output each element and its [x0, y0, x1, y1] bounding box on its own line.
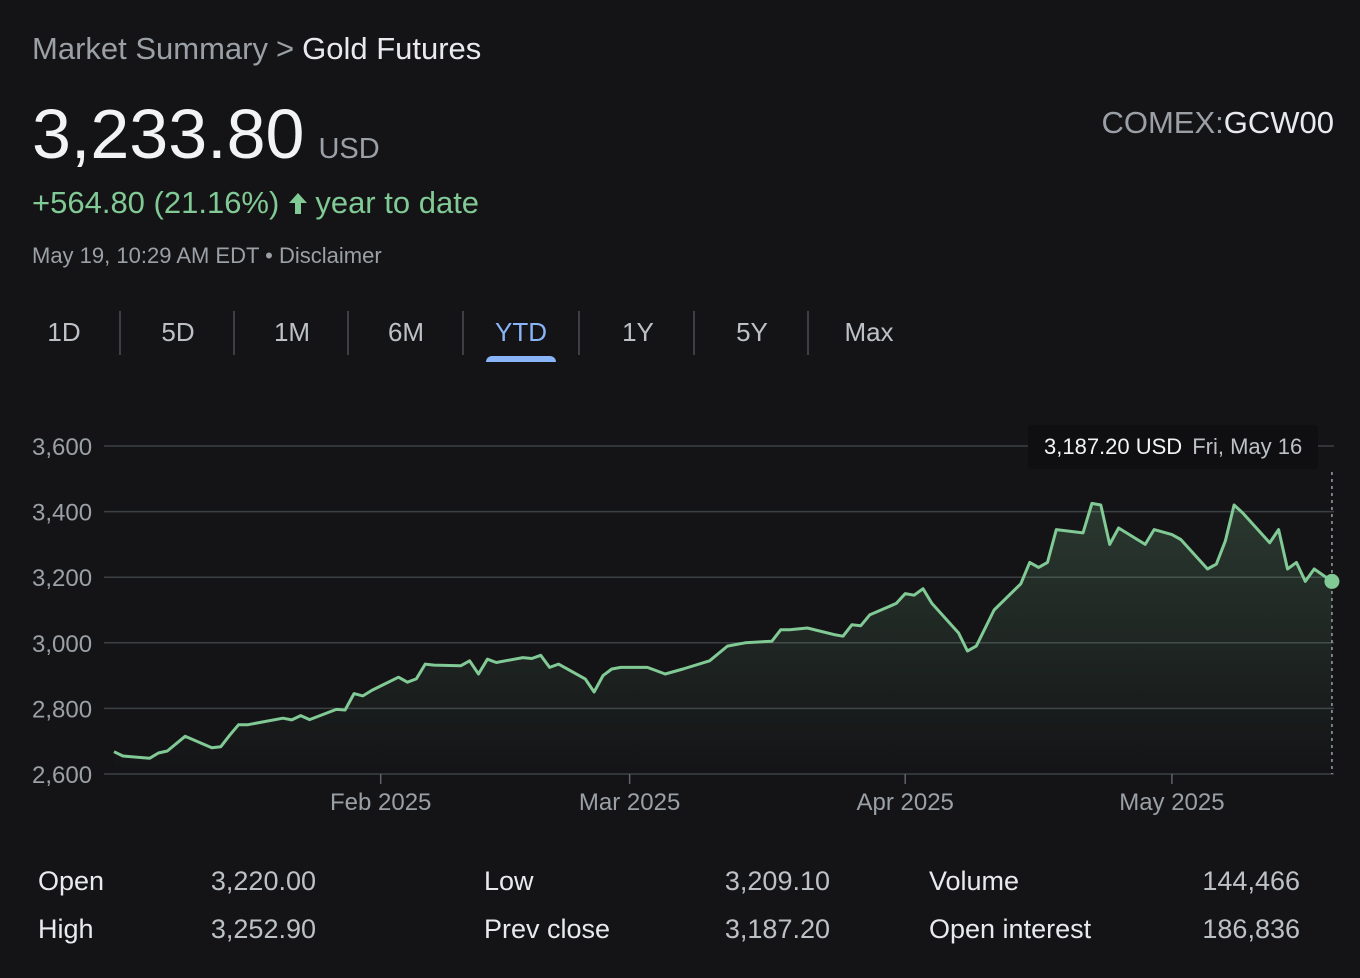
- price-area-fill: [114, 503, 1332, 774]
- tab-divider: [693, 311, 695, 355]
- tab-5y[interactable]: 5Y: [736, 317, 768, 347]
- chart-tooltip: 3,187.20 USD Fri, May 16: [1028, 425, 1319, 469]
- tab-divider: [462, 311, 464, 355]
- hover-point-marker: [1324, 573, 1340, 589]
- price-change: +564.80 (21.16%) year to date: [32, 184, 479, 224]
- breadcrumb-current: Gold Futures: [302, 31, 482, 66]
- stat-label-open: Open: [38, 866, 105, 896]
- stat-value-high: 3,252.90: [210, 914, 316, 944]
- tab-1d[interactable]: 1D: [47, 317, 81, 347]
- timestamp-text: May 19, 10:29 AM EDT: [32, 243, 260, 268]
- tab-divider: [233, 311, 235, 355]
- stat-label-prev-close: Prev close: [484, 914, 611, 944]
- stat-label-open-interest: Open interest: [929, 914, 1092, 944]
- change-value: +564.80 (21.16%): [32, 185, 280, 220]
- y-tick-label: 2,600: [32, 762, 92, 789]
- active-tab-indicator: [486, 356, 556, 362]
- y-tick-label: 3,000: [32, 631, 92, 658]
- breadcrumb: Market Summary > Gold Futures: [32, 30, 481, 68]
- timestamp-dot: •: [265, 243, 273, 268]
- x-tick-label: May 2025: [1119, 789, 1224, 816]
- tooltip-price: 3,187.20 USD: [1044, 434, 1183, 459]
- tab-divider: [119, 311, 121, 355]
- tab-divider: [807, 311, 809, 355]
- tab-1m[interactable]: 1M: [273, 317, 311, 347]
- tab-max[interactable]: Max: [844, 317, 894, 347]
- y-tick-label: 3,200: [32, 565, 92, 592]
- change-period: year to date: [315, 185, 480, 220]
- stat-label-low: Low: [484, 866, 534, 896]
- stat-value-open: 3,220.00: [210, 866, 316, 896]
- tab-divider: [578, 311, 580, 355]
- tooltip-date: Fri, May 16: [1192, 434, 1303, 459]
- breadcrumb-parent-link[interactable]: Market Summary: [32, 31, 268, 66]
- tab-1y[interactable]: 1Y: [622, 317, 654, 347]
- x-tick-label: Mar 2025: [579, 789, 680, 816]
- y-tick-label: 2,800: [32, 696, 92, 723]
- x-tick-label: Apr 2025: [857, 789, 954, 816]
- symbol-label: GCW00: [1223, 105, 1334, 140]
- tab-ytd-label: YTD: [495, 317, 547, 347]
- range-tabs: 1D 5D 1M 6M YTD 1Y 5Y Max: [0, 308, 920, 366]
- disclaimer-link[interactable]: Disclaimer: [279, 243, 382, 268]
- tab-6m[interactable]: 6M: [387, 317, 425, 347]
- breadcrumb-separator: >: [275, 31, 295, 66]
- ticker-symbol: COMEX:GCW00: [1101, 104, 1334, 142]
- exchange-label: COMEX:: [1101, 105, 1224, 140]
- x-tick-label: Feb 2025: [330, 789, 431, 816]
- tab-5d[interactable]: 5D: [161, 317, 195, 347]
- y-tick-label: 3,600: [32, 434, 92, 461]
- tab-divider: [347, 311, 349, 355]
- arrow-up-icon: [287, 186, 309, 224]
- currency-label: USD: [318, 133, 380, 165]
- y-tick-label: 3,400: [32, 500, 92, 527]
- quote-timestamp: May 19, 10:29 AM EDT • Disclaimer: [32, 242, 382, 270]
- stat-value-open-interest: 186,836: [1202, 914, 1300, 944]
- price-line: [113, 501, 1333, 760]
- stat-value-volume: 144,466: [1202, 866, 1300, 896]
- tab-ytd[interactable]: YTD: [479, 308, 563, 362]
- stat-value-prev-close: 3,187.20: [724, 914, 830, 944]
- price-chart[interactable]: 3,600 3,400 3,200 3,000 2,800 2,600 Feb 2025 Ma…: [0, 400, 1360, 830]
- price-row: 3,233.80 USD: [32, 96, 380, 172]
- stat-label-high: High: [38, 914, 94, 944]
- stat-label-volume: Volume: [929, 866, 1020, 896]
- stat-value-low: 3,209.10: [724, 866, 830, 896]
- current-price: 3,233.80: [32, 95, 305, 173]
